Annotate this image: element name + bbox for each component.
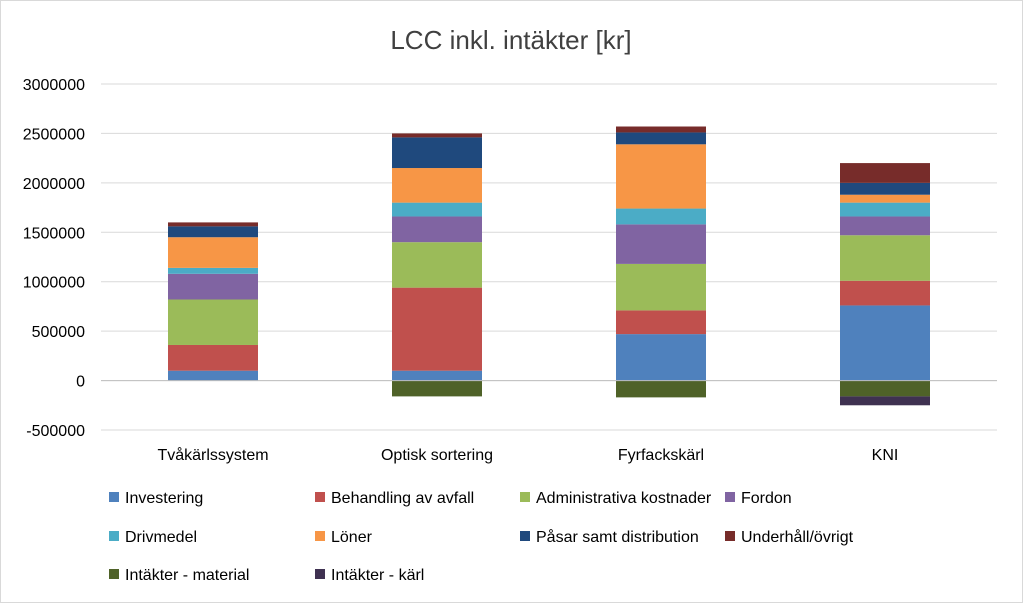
bar-segment: [392, 168, 482, 203]
bar-segment: [616, 126, 706, 133]
bar-segment: [392, 133, 482, 138]
legend-swatch: [109, 492, 119, 502]
legend-label: Behandling av avfall: [331, 490, 474, 507]
y-tick-label: -500000: [26, 423, 85, 440]
legend-label: Intäkter - kärl: [331, 567, 424, 584]
chart-title: LCC inkl. intäkter [kr]: [390, 25, 631, 55]
bar-segment: [616, 132, 706, 145]
y-tick-label: 3000000: [23, 77, 85, 94]
bar-segment: [392, 242, 482, 288]
bar-segment: [840, 194, 930, 203]
bar-segment: [392, 202, 482, 217]
legend-swatch: [520, 531, 530, 541]
bar-segment: [616, 380, 706, 398]
bar-segment: [840, 380, 930, 397]
legend-label: Administrativa kostnader: [536, 490, 712, 507]
bar-segment: [168, 237, 258, 268]
legend-swatch: [520, 492, 530, 502]
bar-segment: [840, 305, 930, 381]
bar-segment: [616, 334, 706, 381]
bar-segment: [840, 182, 930, 195]
legend-swatch: [315, 569, 325, 579]
legend-label: Drivmedel: [125, 529, 197, 546]
legend-swatch: [109, 531, 119, 541]
legend: Investering Behandling av avfall Administr…: [109, 490, 854, 584]
legend-label: Investering: [125, 490, 203, 507]
bar-segment: [168, 226, 258, 238]
bar-segment: [168, 267, 258, 274]
axes: 3000000 2500000 2000000 1500000 1000000 50000…: [23, 77, 997, 464]
bar-segment: [392, 370, 482, 381]
x-tick-label: Fyrfackskärl: [618, 447, 704, 464]
legend-label: Underhåll/övrigt: [741, 528, 854, 546]
bar-segment: [168, 273, 258, 300]
y-tick-label: 1000000: [23, 275, 85, 292]
legend-label: Intäkter - material: [125, 567, 249, 584]
bar-segment: [392, 287, 482, 371]
bar-segment: [840, 280, 930, 306]
bar-segment: [168, 344, 258, 371]
y-tick-label: 2000000: [23, 176, 85, 193]
y-tick-label: 0: [76, 374, 85, 391]
x-tick-label: Optisk sortering: [381, 447, 493, 464]
legend-swatch: [109, 569, 119, 579]
legend-swatch: [725, 531, 735, 541]
x-tick-label: Tvåkärlssystem: [157, 446, 268, 464]
bar-segment: [168, 370, 258, 381]
bar-segment: [616, 224, 706, 264]
y-tick-label: 500000: [32, 324, 85, 341]
bar-segment: [616, 263, 706, 311]
legend-swatch: [315, 492, 325, 502]
bar-segment: [840, 163, 930, 183]
bar-segment: [392, 216, 482, 243]
y-tick-label: 2500000: [23, 126, 85, 143]
legend-label: Påsar samt distribution: [536, 528, 699, 546]
bar-segment: [840, 396, 930, 406]
bar-segment: [840, 216, 930, 236]
legend-swatch: [315, 531, 325, 541]
bar-segment: [168, 299, 258, 345]
legend-label: Fordon: [741, 490, 792, 507]
bar-segment: [840, 202, 930, 217]
bar-segment: [392, 380, 482, 397]
bar-segment: [840, 235, 930, 281]
bar-segment: [616, 208, 706, 225]
bar-segment: [616, 144, 706, 209]
x-tick-label: KNI: [872, 447, 899, 464]
bar-segment: [168, 222, 258, 227]
bars: [168, 126, 930, 406]
legend-label: Löner: [331, 529, 373, 546]
legend-swatch: [725, 492, 735, 502]
bar-segment: [392, 137, 482, 169]
y-tick-label: 1500000: [23, 225, 85, 242]
bar-segment: [616, 310, 706, 335]
